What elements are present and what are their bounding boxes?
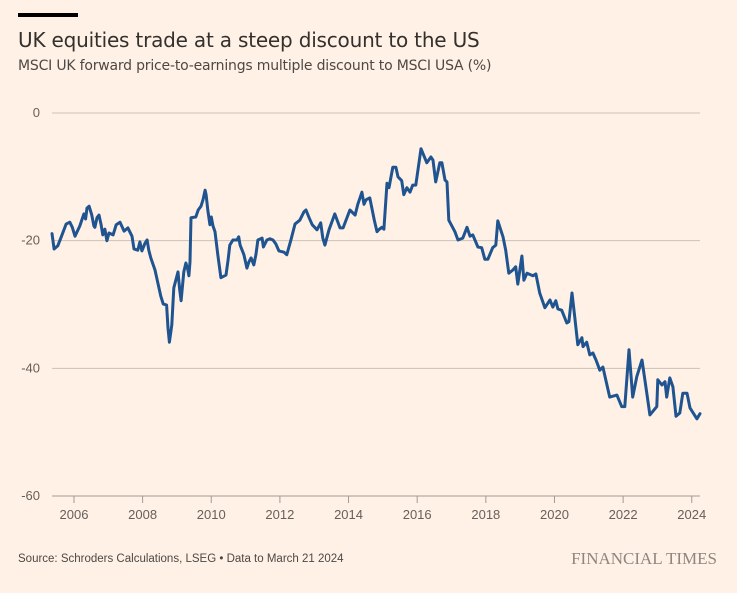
x-tick-label: 2022 (609, 507, 638, 522)
series-lines (50, 147, 702, 421)
x-tick-label: 2016 (403, 507, 432, 522)
y-tick-label: -20 (21, 233, 40, 248)
x-tick-label: 2024 (677, 507, 706, 522)
ft-logo: FINANCIAL TIMES (571, 549, 717, 568)
y-tick-label: -40 (21, 360, 40, 375)
source-note: Source: Schroders Calculations, LSEG • D… (18, 553, 344, 565)
x-tick-label: 2018 (471, 507, 500, 522)
x-tick-label: 2014 (334, 507, 363, 522)
x-tick-label: 2010 (197, 507, 226, 522)
x-axis-ticks: 2006 2008 2010 2012 2014 2016 2018 2020 2022 2024 (60, 496, 706, 522)
y-tick-label: 0 (33, 105, 40, 120)
gridlines (52, 112, 700, 497)
chart-subtitle: MSCI UK forward price-to-earnings multip… (18, 58, 492, 74)
chart-title: UK equities trade at a steep discount to… (18, 28, 480, 52)
header-accent-bar (18, 13, 78, 17)
y-axis-ticks: 0 -20 -40 -60 (21, 105, 40, 503)
series-line-uk-discount (50, 147, 702, 421)
x-tick-label: 2020 (540, 507, 569, 522)
x-tick-label: 2006 (60, 507, 89, 522)
x-tick-label: 2012 (265, 507, 294, 522)
y-tick-label: -60 (21, 488, 40, 503)
x-tick-label: 2008 (128, 507, 157, 522)
